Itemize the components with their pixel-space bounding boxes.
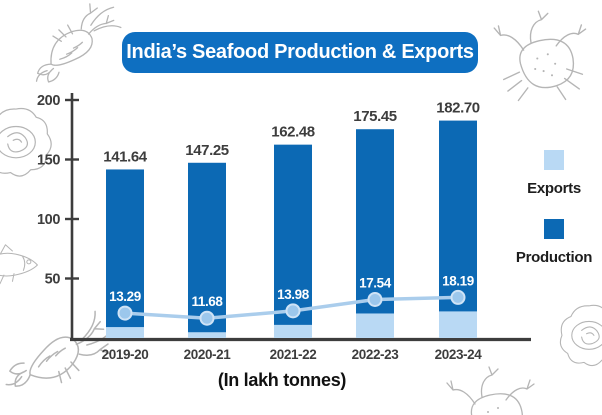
legend: Exports Production (506, 150, 602, 288)
legend-item-production: Production (516, 219, 592, 266)
exports-bar-2023-24 (439, 311, 477, 338)
exports-bar-2021-22 (274, 324, 312, 338)
exports-value-label: 17.54 (359, 275, 392, 290)
x-category-label: 2021-22 (270, 347, 317, 362)
y-tick-label: 150 (37, 153, 60, 169)
production-value-label: 147.25 (185, 142, 229, 159)
chart-title: India’s Seafood Production & Exports (126, 41, 474, 63)
exports-marker-2021-22 (285, 303, 301, 319)
exports-value-label: 11.68 (191, 294, 223, 309)
exports-value-label: 18.19 (442, 273, 474, 288)
production-bar-2023-24 (439, 120, 477, 338)
exports-marker-2023-24 (450, 289, 466, 305)
exports-marker-2019-20 (117, 305, 133, 321)
x-category-label: 2022-23 (352, 347, 400, 362)
y-tick-label: 50 (45, 272, 61, 288)
production-value-label: 175.45 (353, 108, 397, 125)
production-value-label: 141.64 (103, 148, 148, 165)
y-tick-label: 200 (37, 93, 60, 109)
exports-swatch-icon (544, 150, 564, 170)
chart-title-banner: India’s Seafood Production & Exports (122, 32, 478, 73)
production-value-label: 182.70 (436, 100, 480, 117)
exports-value-label: 13.98 (277, 287, 310, 302)
exports-value-label: 13.29 (109, 289, 141, 304)
legend-item-exports: Exports (527, 150, 581, 197)
production-value-label: 162.48 (271, 124, 315, 141)
x-category-label: 2020-21 (184, 347, 232, 362)
legend-exports-label: Exports (527, 180, 581, 197)
production-bar-2020-21 (188, 162, 226, 338)
x-category-label: 2019-20 (102, 347, 149, 362)
exports-marker-2022-23 (367, 291, 383, 307)
y-tick-label: 100 (37, 212, 60, 228)
exports-marker-2020-21 (199, 310, 215, 326)
exports-bar-2019-20 (106, 327, 144, 338)
units-caption: (In lakh tonnes) (217, 370, 347, 390)
x-category-label: 2023-24 (435, 347, 483, 362)
production-swatch-icon (543, 219, 564, 239)
exports-bar-2020-21 (188, 332, 226, 338)
legend-production-label: Production (515, 249, 593, 266)
exports-bar-2022-23 (356, 313, 394, 338)
